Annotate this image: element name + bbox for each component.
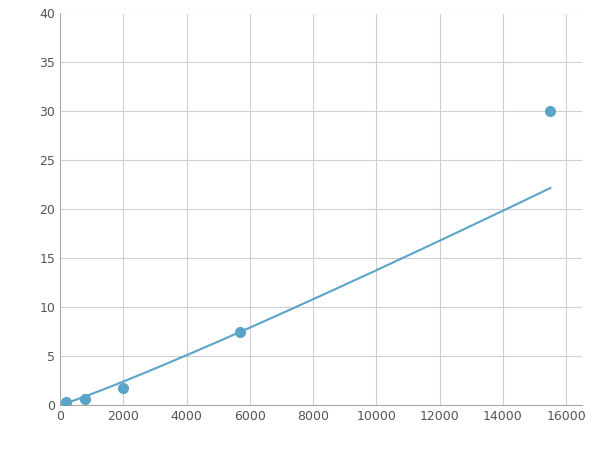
Point [236,328,245,335]
Point [80,396,90,403]
Point [545,108,555,115]
Point [118,385,128,392]
Point [62,398,71,405]
